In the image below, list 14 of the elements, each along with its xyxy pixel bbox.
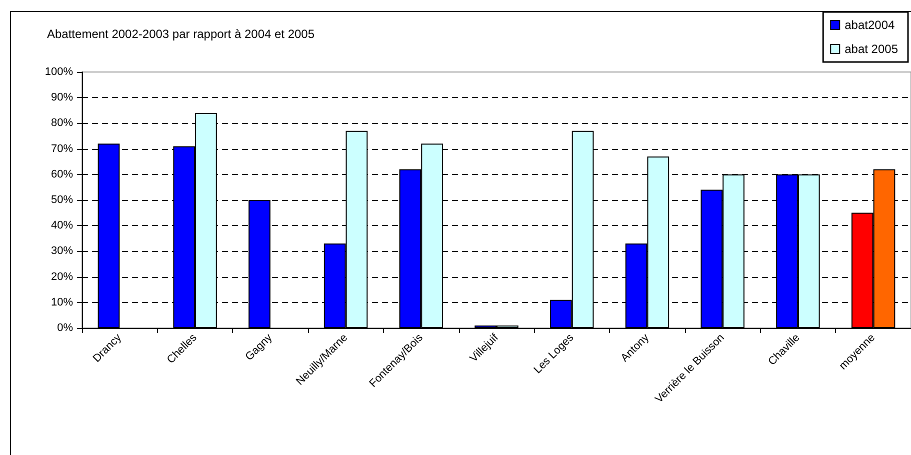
- y-tick-label: 90%: [50, 92, 74, 104]
- y-tick-label: 10%: [50, 296, 74, 308]
- y-tick-label: 70%: [50, 142, 74, 155]
- y-tick-label: 100%: [44, 66, 74, 78]
- y-tick-label: 80%: [50, 117, 74, 130]
- y-tick-label: 60%: [50, 168, 74, 180]
- chart-title: Abattement 2002-2003 par rapport à 2004 et 2005: [47, 27, 315, 41]
- y-tick-label: 40%: [50, 220, 74, 232]
- legend-label: abat2004: [844, 18, 895, 32]
- y-tick-label: 50%: [50, 194, 74, 206]
- y-tick-label: 20%: [50, 270, 74, 283]
- legend-label: abat 2005: [844, 42, 898, 56]
- y-tick-label: 0%: [57, 322, 74, 334]
- y-tick-label: 30%: [50, 245, 74, 258]
